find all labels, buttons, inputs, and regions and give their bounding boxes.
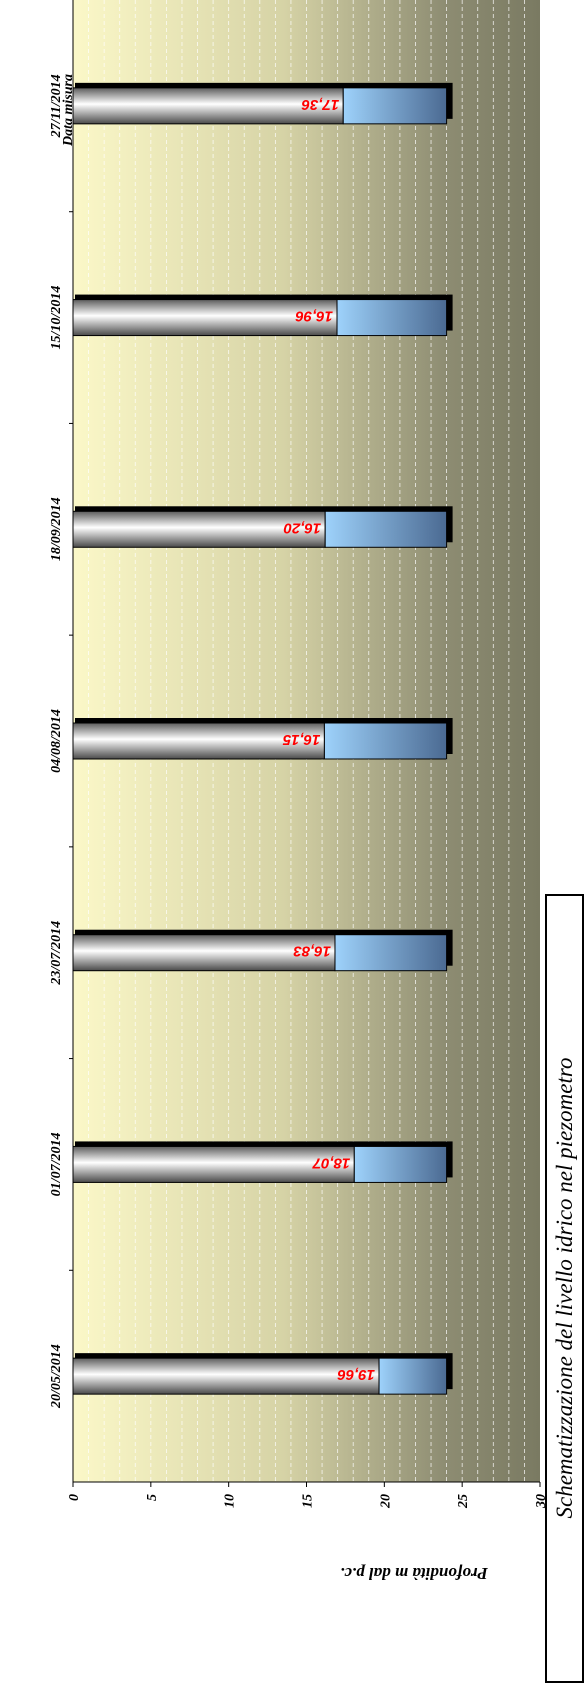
chart-title: Schematizzazione del livello idrico nel …	[552, 1058, 577, 1519]
value-axis-tick-label: 10	[223, 1494, 238, 1508]
bar-dry-segment	[72, 299, 338, 337]
bar-water-segment	[378, 1357, 448, 1395]
value-axis-tick-label: 25	[456, 1494, 471, 1509]
bar-dry-segment	[72, 1357, 380, 1395]
category-label: 01/07/2014	[49, 1133, 64, 1197]
category-label: 20/05/2014	[49, 1344, 64, 1409]
bar-dry-segment	[72, 934, 336, 972]
bar-dry-segment	[72, 1145, 355, 1183]
bar-value-label: 16,96	[295, 308, 333, 325]
value-axis-tick-label: 5	[145, 1494, 160, 1501]
bar-value-label: 19,66	[337, 1366, 375, 1383]
bar-water-segment	[353, 1145, 448, 1183]
bar-water-segment	[336, 299, 448, 337]
category-label: 18/09/2014	[49, 497, 64, 561]
x-axis-title: Data misura	[61, 74, 76, 147]
bar-water-segment	[323, 722, 448, 760]
category-label: 04/08/2014	[49, 709, 64, 773]
bar-water-segment	[342, 87, 448, 125]
value-axis-tick-label: 0	[67, 1494, 82, 1501]
y-axis-title: Profondità m dal p.c.	[340, 1564, 489, 1583]
category-label: 27/11/2014	[49, 74, 64, 138]
category-label: 23/07/2014	[49, 921, 64, 986]
bar-dry-segment	[72, 510, 326, 548]
bar-water-segment	[334, 934, 448, 972]
bar-value-label: 16,20	[283, 519, 321, 536]
bar-value-label: 16,83	[293, 943, 331, 960]
chart-title-box: Schematizzazione del livello idrico nel …	[545, 894, 584, 1683]
bar-value-label: 18,07	[312, 1154, 350, 1171]
bar-value-label: 16,15	[282, 731, 320, 748]
bar-dry-segment	[72, 87, 344, 125]
category-label: 15/10/2014	[49, 286, 64, 350]
value-axis-tick-label: 20	[378, 1494, 393, 1509]
bar-dry-segment	[72, 722, 325, 760]
chart-title-frame	[545, 894, 584, 1683]
bar-water-segment	[324, 510, 448, 548]
bar-value-label: 17,36	[301, 96, 339, 113]
plot-area: 0 5 10 15 20 25 3019,6620/05/201418,0701/07/20…	[49, 0, 549, 1509]
value-axis-tick-label: 15	[301, 1494, 316, 1508]
